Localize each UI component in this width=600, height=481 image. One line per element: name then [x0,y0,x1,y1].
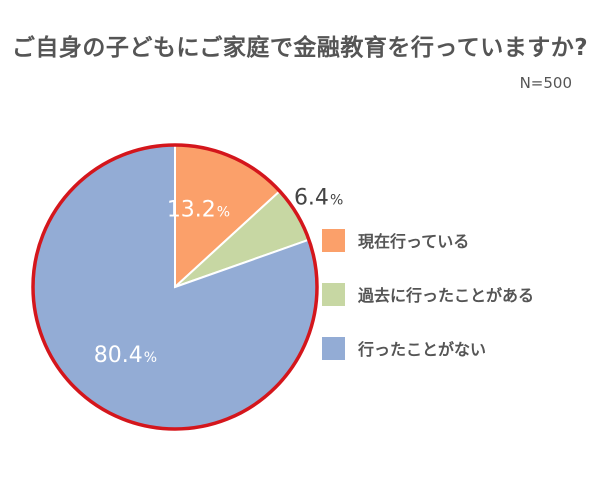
legend-label-current: 現在行っている [358,232,470,251]
sample-size: N=500 [519,74,572,92]
legend-item-past: 過去に行ったことがある [322,282,534,306]
data-label-1: 6.4% [294,185,343,210]
legend-label-past: 過去に行ったことがある [358,286,535,305]
legend-item-never: 行ったことがない [322,336,534,360]
legend-swatch-past [322,282,345,306]
legend-item-current: 現在行っている [322,228,534,252]
data-label-2: 80.4% [94,343,157,368]
legend-swatch-never [322,336,345,360]
data-label-0: 13.2% [167,197,230,222]
legend-label-never: 行ったことがない [358,340,487,359]
chart-title: ご自身の子どもにご家庭で金融教育を行っていますか? [11,35,589,61]
legend-swatch-current [322,228,345,252]
legend: 現在行っている 過去に行ったことがある 行ったことがない [322,228,534,390]
pie-outline [31,143,319,431]
